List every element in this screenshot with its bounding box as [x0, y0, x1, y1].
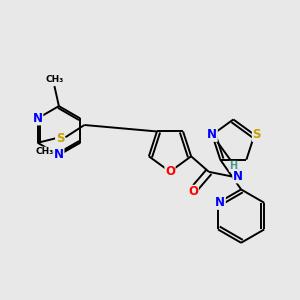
Text: O: O — [188, 185, 198, 198]
Text: N: N — [207, 128, 217, 141]
Text: S: S — [252, 128, 261, 141]
Text: H: H — [229, 161, 237, 171]
Text: CH₃: CH₃ — [35, 147, 53, 156]
Text: S: S — [56, 132, 64, 145]
Text: N: N — [54, 148, 64, 161]
Text: CH₃: CH₃ — [45, 75, 64, 84]
Text: N: N — [215, 196, 225, 209]
Text: N: N — [233, 170, 243, 183]
Text: O: O — [165, 165, 175, 178]
Text: N: N — [33, 112, 43, 125]
